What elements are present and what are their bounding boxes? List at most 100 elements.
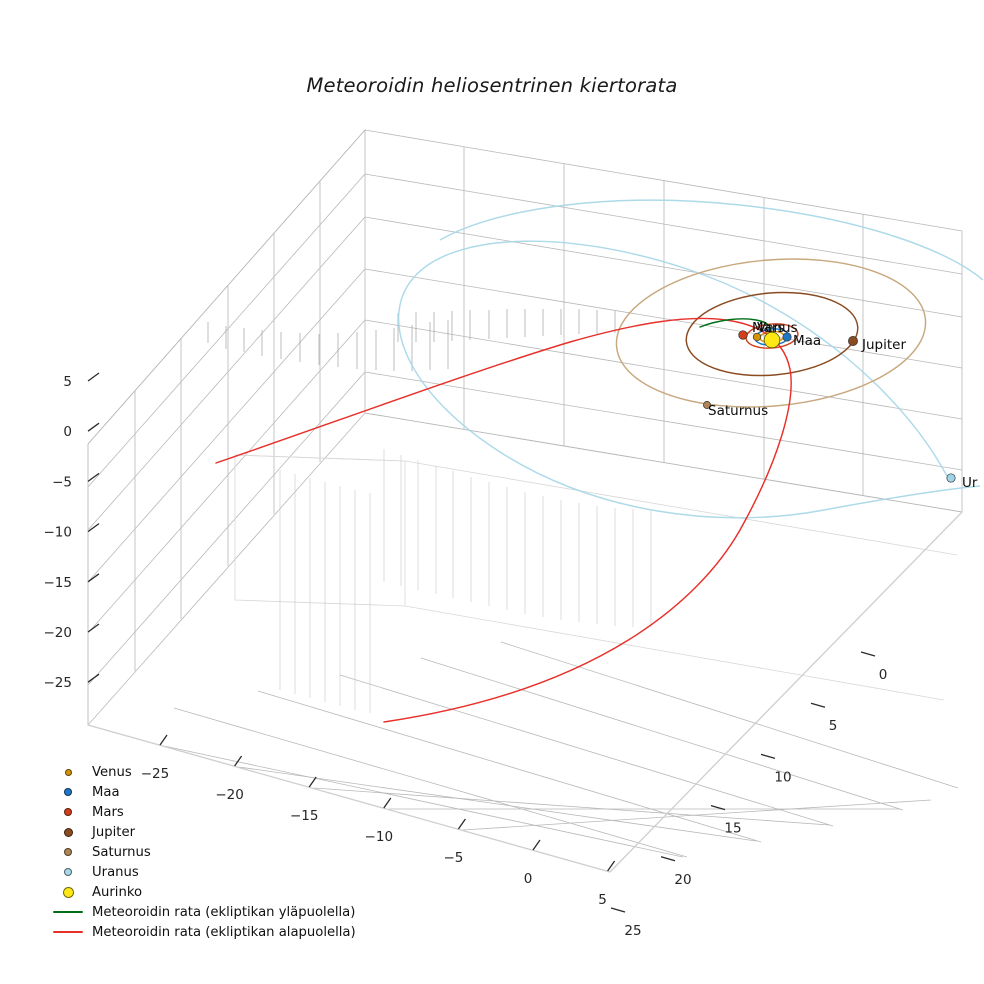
axis-tick-label: −20 — [215, 787, 244, 803]
x-axis-ticks: −25 −20 −15 −10 −5 0 5 — [141, 734, 616, 908]
axis-tick-label: −20 — [44, 625, 73, 641]
axis-spines — [87, 444, 963, 873]
trajectory-below-ecliptic — [215, 317, 792, 723]
legend-dot — [62, 886, 74, 898]
axis-tick — [532, 839, 541, 851]
planet-marker — [738, 330, 748, 340]
orbit-uranus — [397, 240, 981, 519]
ecliptic-plane-box — [234, 454, 958, 701]
legend-item[interactable]: Mars — [50, 802, 380, 822]
legend-item[interactable]: Jupiter — [50, 822, 380, 842]
legend-label: Jupiter — [92, 824, 135, 840]
axis-tick — [87, 422, 100, 432]
legend-marker-icon — [50, 868, 86, 876]
axis-tick — [87, 372, 100, 382]
legend-line — [53, 910, 83, 914]
legend-dot — [64, 808, 72, 816]
axis-tick — [457, 818, 466, 830]
planet-marker — [752, 332, 762, 342]
sun-marker-dot — [763, 331, 781, 349]
axis-tick — [860, 651, 876, 657]
legend-item[interactable]: Venus — [50, 762, 380, 782]
axis-tick-label: 15 — [724, 821, 741, 837]
axis-tick — [87, 523, 100, 533]
axis-tick-label: 5 — [598, 892, 607, 908]
axis-tick-label: 0 — [879, 667, 888, 683]
legend-line — [53, 930, 83, 934]
legend-dot — [64, 788, 72, 796]
legend-marker-icon — [50, 808, 86, 816]
legend-marker-icon — [50, 848, 86, 856]
axis-tick-label: −5 — [443, 850, 463, 866]
planet-marker — [946, 473, 956, 483]
legend-marker-icon — [50, 768, 86, 776]
axis-tick — [383, 797, 392, 809]
axis-tick — [87, 673, 100, 683]
axis-tick — [234, 755, 243, 767]
axis-tick — [159, 734, 168, 746]
legend-label: Uranus — [92, 864, 139, 880]
axis-tick-label: 5 — [63, 374, 72, 390]
legend-marker-icon — [50, 886, 86, 898]
axis-tick-label: −5 — [52, 474, 72, 490]
planet-label: Mars — [752, 320, 785, 336]
axis-tick — [87, 472, 100, 482]
axis-tick-label: −15 — [44, 575, 73, 591]
meteoroid-trajectory — [215, 317, 792, 723]
axis-tick-label: 25 — [624, 923, 641, 939]
axis-tick — [87, 623, 100, 633]
axis-tick-label: 0 — [63, 424, 72, 440]
axis-tick-label: −10 — [365, 829, 394, 845]
legend-item[interactable]: Meteoroidin rata (ekliptikan yläpuolella… — [50, 902, 380, 922]
axis-tick-label: −25 — [44, 675, 73, 691]
legend-line-icon — [50, 910, 86, 914]
legend-dot — [64, 768, 72, 776]
axis-tick — [610, 907, 626, 913]
legend-dot — [64, 868, 72, 876]
axis-tick — [660, 856, 676, 862]
legend-marker-icon — [50, 827, 86, 837]
stem-lines — [207, 309, 652, 713]
axis-tick — [760, 753, 776, 760]
y-axis-ticks: 0 5 10 15 20 25 — [610, 651, 888, 939]
legend-label: Saturnus — [92, 844, 151, 860]
planet-orbits — [397, 199, 984, 519]
legend-dot — [64, 848, 72, 856]
legend-item[interactable]: Aurinko — [50, 882, 380, 902]
legend-label: Aurinko — [92, 884, 143, 900]
axis-tick — [710, 804, 726, 811]
orbit-saturn — [615, 258, 927, 408]
axis-tick-label: 5 — [829, 718, 838, 734]
legend-item[interactable]: Maa — [50, 782, 380, 802]
axis-tick-label: 0 — [524, 871, 533, 887]
orbit-jupiter — [685, 291, 859, 377]
planet-label: Ur — [962, 475, 978, 491]
axis-tick-label: 20 — [674, 872, 691, 888]
legend-marker-icon — [50, 788, 86, 796]
legend: Venus Maa Mars Jupiter Saturnus Uranus Aurinko… — [50, 762, 380, 942]
legend-label: Meteoroidin rata (ekliptikan yläpuolella… — [92, 904, 356, 920]
legend-item[interactable]: Saturnus — [50, 842, 380, 862]
legend-item[interactable]: Meteoroidin rata (ekliptikan alapuolella… — [50, 922, 380, 942]
orbit-uranus-far — [439, 199, 984, 281]
legend-label: Meteoroidin rata (ekliptikan alapuolella… — [92, 924, 356, 940]
sun-marker — [763, 331, 781, 349]
planet-marker — [782, 332, 792, 342]
grid-panes — [87, 128, 963, 873]
planet-label: Venus — [757, 320, 798, 336]
legend-item[interactable]: Uranus — [50, 862, 380, 882]
axis-tick-label: −25 — [141, 766, 170, 782]
page-title: Meteoroidin heliosentrinen kiertorata — [306, 74, 678, 97]
trajectory-above-ecliptic — [699, 318, 772, 334]
axis-tick — [87, 573, 100, 583]
planet-marker — [848, 336, 858, 346]
legend-label: Maa — [92, 784, 120, 800]
axis-tick — [308, 776, 317, 788]
axis-tick-label: 10 — [774, 769, 791, 785]
axis-tick-label: −10 — [44, 525, 73, 541]
planet-marker — [703, 401, 711, 409]
planet-label: Saturnus — [708, 403, 768, 419]
legend-dot — [63, 827, 73, 837]
